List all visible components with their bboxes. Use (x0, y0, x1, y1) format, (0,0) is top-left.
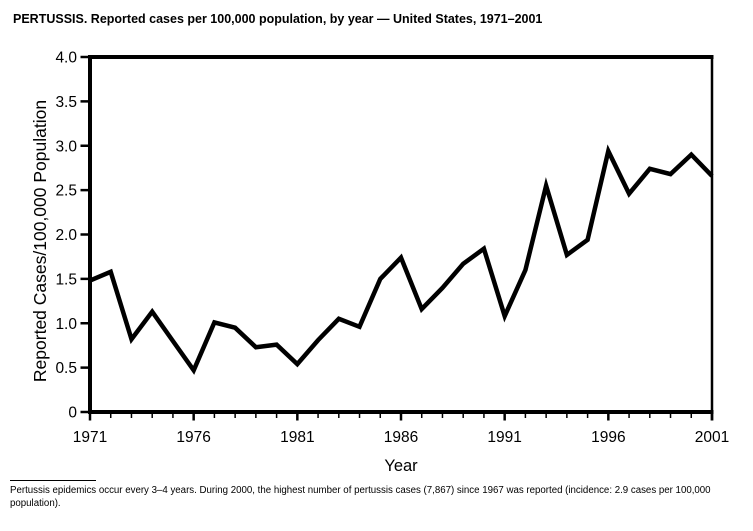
footnote-divider (10, 480, 96, 481)
x-tick-label: 2001 (695, 429, 729, 446)
footnote-text: Pertussis epidemics occur every 3–4 year… (10, 485, 711, 509)
data-line (89, 144, 714, 375)
y-tick-label: 1.0 (55, 316, 77, 333)
x-tick-label: 1986 (384, 429, 418, 446)
y-tick-label: 2.5 (55, 183, 77, 200)
footnote: Pertussis epidemics occur every 3–4 year… (10, 480, 752, 510)
x-tick-label: 1996 (591, 429, 625, 446)
x-axis-title: Year (384, 457, 418, 475)
x-tick-label: 1991 (487, 429, 521, 446)
y-axis-title: Reported Cases/100,000 Population (30, 100, 50, 382)
chart-title: PERTUSSIS. Reported cases per 100,000 po… (13, 12, 543, 26)
y-tick-label: 0 (68, 405, 77, 422)
x-tick-label: 1971 (73, 429, 107, 446)
y-tick-label: 0.5 (55, 360, 77, 377)
y-tick-label: 3.5 (55, 94, 77, 111)
y-tick-label: 1.5 (55, 271, 77, 288)
x-tick-label: 1976 (176, 429, 210, 446)
y-tick-label: 3.0 (55, 138, 77, 155)
y-tick-label: 4.0 (55, 50, 77, 67)
x-tick-label: 1981 (280, 429, 314, 446)
y-tick-label: 2.0 (55, 227, 77, 244)
